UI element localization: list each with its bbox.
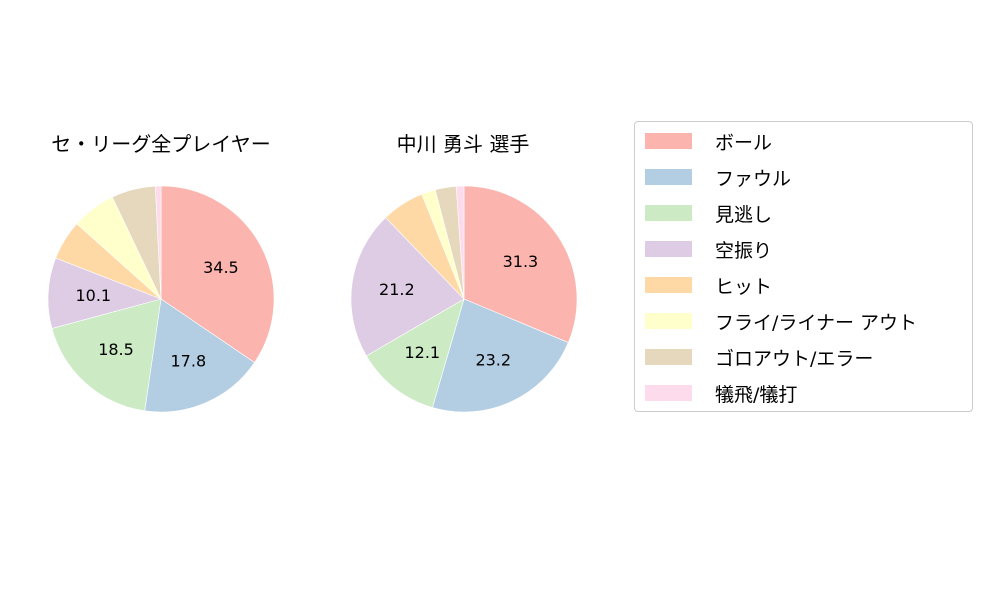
slice-value-label: 34.5 xyxy=(203,258,239,277)
slice-value-label: 12.1 xyxy=(404,343,440,362)
slice-value-label: 18.5 xyxy=(98,340,134,359)
legend-swatch-fly-liner-out xyxy=(645,313,692,329)
slice-value-label: 10.1 xyxy=(75,286,111,305)
legend-item-fly-liner-out: フライ/ライナー アウト xyxy=(645,311,917,334)
slice-value-label: 21.2 xyxy=(379,280,415,299)
pie-slice xyxy=(463,185,578,343)
legend-item-grounder-error: ゴロアウト/エラー xyxy=(645,347,873,370)
player-pie-chart: 31.3 23.2 12.1 21.2 xyxy=(350,185,578,413)
legend-label: ヒット xyxy=(715,275,773,298)
legend-swatch-hit xyxy=(645,277,692,293)
legend-label: ファウル xyxy=(715,167,792,190)
legend-swatch-foul xyxy=(645,169,692,185)
legend-label: 見逃し xyxy=(715,203,773,226)
slice-value-label: 17.8 xyxy=(171,352,207,371)
legend-item-foul: ファウル xyxy=(645,167,791,190)
legend-item-called-strike: 見逃し xyxy=(645,203,772,226)
legend-swatch-swinging-strike xyxy=(645,241,692,257)
pie-slice xyxy=(155,185,162,300)
legend-item-hit: ヒット xyxy=(645,275,772,298)
legend-swatch-sacrifice xyxy=(645,385,692,401)
legend-item-sacrifice: 犠飛/犠打 xyxy=(645,383,797,406)
pie-slice xyxy=(365,298,465,408)
slice-value-label: 31.3 xyxy=(503,252,539,271)
slice-value-label: 23.2 xyxy=(475,351,511,370)
pie-slice xyxy=(144,298,255,413)
legend: ボール ファウル 見逃し 空振り ヒット フライ/ライナー アウト ゴロアウト/… xyxy=(634,121,973,412)
pie-slice xyxy=(47,257,162,329)
pie-slice xyxy=(350,217,465,357)
legend-item-ball: ボール xyxy=(645,131,772,154)
legend-item-swinging-strike: 空振り xyxy=(645,239,772,262)
legend-label: ボール xyxy=(715,131,773,154)
left-pie-title: セ・リーグ全プレイヤー xyxy=(51,132,271,156)
pie-slice xyxy=(160,185,275,363)
legend-swatch-ball xyxy=(645,133,692,149)
pie-slice xyxy=(432,298,569,413)
pie-slice xyxy=(455,185,465,300)
legend-label: 犠飛/犠打 xyxy=(715,383,798,406)
legend-swatch-grounder-error xyxy=(645,349,692,365)
legend-swatch-called-strike xyxy=(645,205,692,221)
legend-label: ゴロアウト/エラー xyxy=(715,347,874,370)
right-pie-title: 中川 勇斗 選手 xyxy=(396,132,530,156)
legend-label: 空振り xyxy=(715,239,773,262)
legend-label: フライ/ライナー アウト xyxy=(715,311,918,334)
league-pie-chart: 34.5 17.8 18.5 10.1 xyxy=(47,185,275,413)
pie-slice xyxy=(51,298,162,412)
